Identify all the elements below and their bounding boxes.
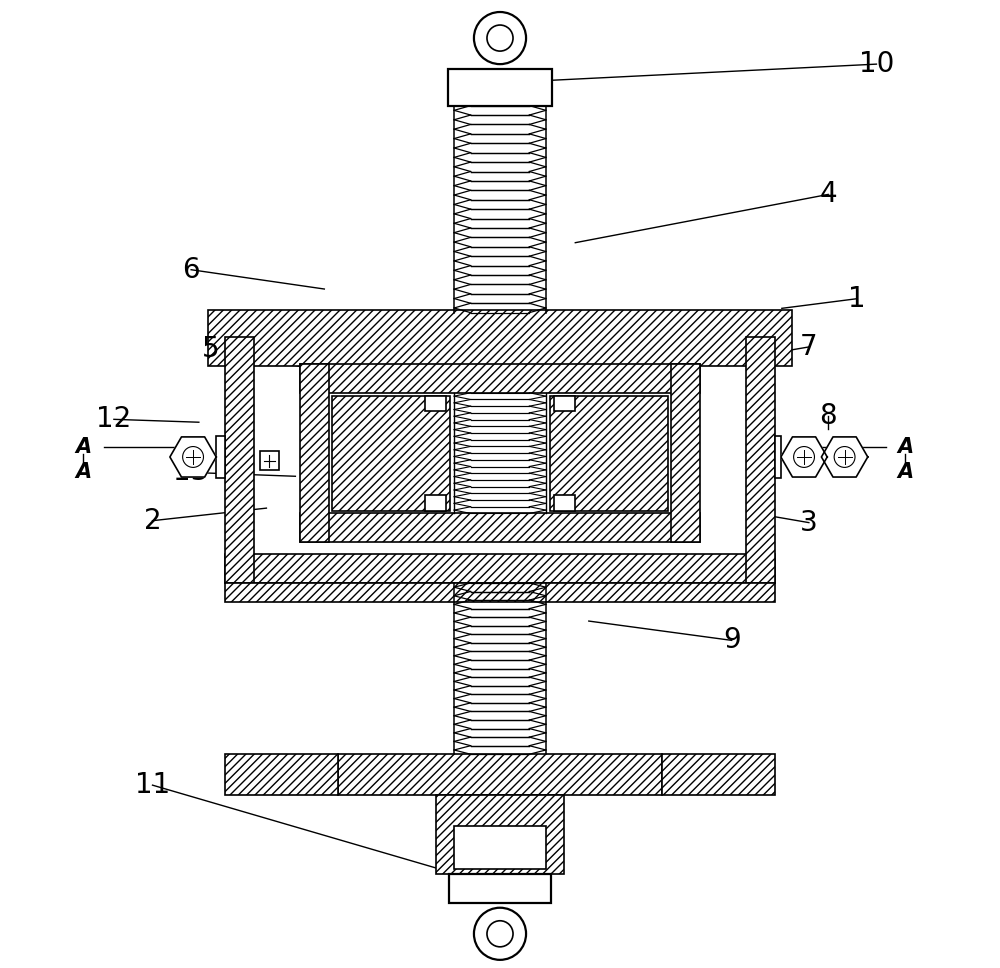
- Bar: [775, 436, 781, 478]
- Text: 2: 2: [144, 506, 161, 534]
- Bar: [260, 451, 279, 470]
- Text: 1: 1: [848, 285, 866, 313]
- Bar: [425, 396, 446, 411]
- Bar: [225, 754, 338, 795]
- Text: A: A: [75, 463, 91, 482]
- Text: 13: 13: [173, 459, 209, 486]
- Bar: [425, 495, 446, 510]
- Text: A: A: [75, 438, 91, 457]
- Circle shape: [183, 446, 203, 468]
- Text: 9: 9: [723, 626, 741, 654]
- Text: 10: 10: [859, 50, 894, 78]
- Bar: [338, 754, 662, 795]
- Circle shape: [794, 446, 814, 468]
- Text: 4: 4: [819, 180, 837, 208]
- Circle shape: [474, 908, 526, 960]
- Bar: [554, 495, 575, 510]
- Text: 6: 6: [182, 256, 200, 284]
- Bar: [554, 396, 575, 411]
- Text: 7: 7: [800, 333, 818, 361]
- Text: A: A: [897, 463, 913, 482]
- Bar: [746, 337, 775, 583]
- Bar: [225, 337, 254, 583]
- Bar: [454, 826, 546, 869]
- Text: A: A: [897, 438, 913, 457]
- Bar: [225, 554, 775, 583]
- Polygon shape: [781, 437, 827, 477]
- Bar: [300, 364, 700, 393]
- Text: 11: 11: [135, 771, 170, 800]
- Bar: [300, 513, 700, 542]
- Bar: [550, 396, 668, 510]
- Bar: [662, 754, 775, 795]
- Circle shape: [487, 921, 513, 947]
- Bar: [448, 69, 552, 106]
- Circle shape: [487, 25, 513, 51]
- Bar: [208, 310, 792, 366]
- Polygon shape: [821, 437, 868, 477]
- Bar: [436, 795, 564, 874]
- Polygon shape: [170, 437, 216, 477]
- Bar: [225, 583, 775, 602]
- Bar: [671, 364, 700, 542]
- Bar: [332, 396, 450, 510]
- Circle shape: [834, 446, 855, 468]
- Text: 3: 3: [800, 508, 818, 536]
- Text: 8: 8: [819, 403, 837, 431]
- Text: 5: 5: [202, 335, 219, 363]
- Bar: [216, 436, 225, 478]
- Text: 12: 12: [96, 406, 132, 434]
- Circle shape: [474, 12, 526, 64]
- Bar: [300, 364, 329, 542]
- Bar: [449, 874, 551, 903]
